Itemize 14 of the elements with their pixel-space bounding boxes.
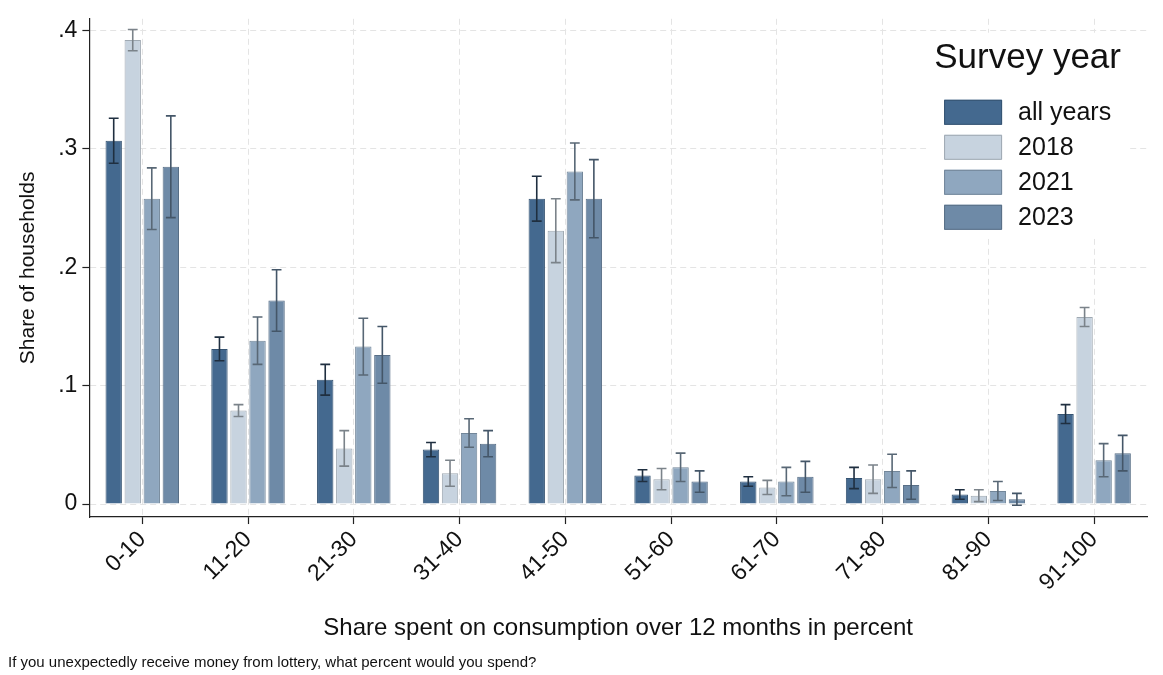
y-tick-label: .1 (58, 371, 78, 398)
y-tick-label: .2 (58, 252, 78, 279)
y-tick-label: 0 (64, 489, 78, 516)
y-axis-title: Share of households (15, 171, 39, 365)
legend-title: Survey year (934, 36, 1122, 76)
x-axis-title: Share spent on consumption over 12 months in percent (323, 613, 914, 641)
legend-label: all years (1018, 97, 1112, 126)
legend-label: 2023 (1018, 202, 1074, 231)
legend-label: 2018 (1018, 132, 1074, 161)
y-tick-label: .3 (58, 134, 78, 161)
text: If you unexpectedly receive money from lottery, what percent would you spend? (8, 653, 537, 670)
y-tick-label: .4 (58, 15, 78, 42)
x-tick-label: 0-10 (99, 525, 151, 577)
legend-label: 2021 (1018, 167, 1074, 196)
